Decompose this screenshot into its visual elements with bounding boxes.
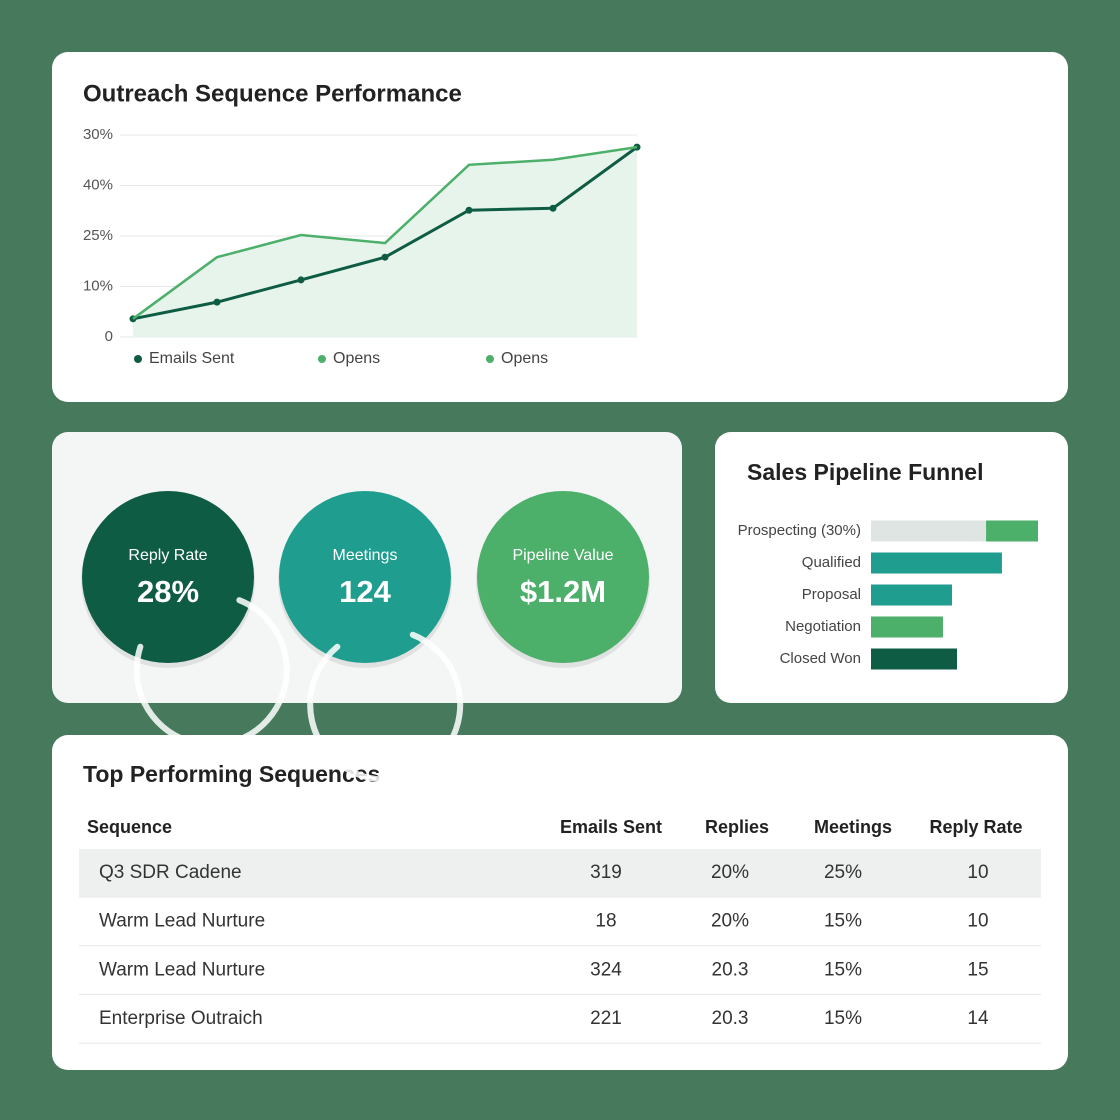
table-cell: 18: [595, 911, 616, 932]
point: [381, 253, 389, 261]
column-header: Replies: [705, 817, 769, 837]
chart-title: Outreach Sequence Performance: [83, 80, 462, 107]
bar: [871, 552, 1002, 574]
kpi-ring: [307, 631, 464, 783]
column-header: Meetings: [814, 817, 892, 837]
table-cell: 319: [590, 862, 622, 883]
table-cell: Q3 SDR Cadene: [99, 862, 242, 883]
table-cell: 14: [967, 1008, 989, 1029]
table-cell: Enterprise Outraich: [99, 1008, 263, 1029]
point: [549, 204, 557, 212]
line: [132, 145, 638, 320]
table-title: Top Performing Sequences: [83, 761, 380, 787]
legend-marker: [134, 355, 142, 363]
y-tick-label: 30%: [83, 126, 113, 143]
table-cell: 20%: [711, 911, 749, 932]
table-cell: 15%: [824, 911, 862, 932]
table-cell: 324: [590, 959, 622, 980]
kpi-value: 28%: [137, 574, 199, 609]
kpi-value: $1.2M: [520, 574, 606, 609]
bar: [986, 520, 1038, 542]
y-tick-label: 10%: [83, 277, 113, 294]
legend-label: Opens: [501, 350, 548, 367]
chart-title: Sales Pipeline Funnel: [747, 459, 983, 485]
point: [297, 276, 305, 284]
bar: [871, 520, 987, 542]
table-cell: 20%: [711, 862, 749, 883]
kpi-circle: [477, 491, 649, 663]
category-label: Prospecting (30%): [738, 522, 861, 539]
row-highlight: [79, 849, 1041, 897]
legend-marker: [318, 355, 326, 363]
table-cell: Warm Lead Nurture: [99, 911, 265, 932]
table-cell: 221: [590, 1008, 622, 1029]
bar: [871, 584, 952, 606]
table-cell: 10: [967, 911, 988, 932]
legend-label: Opens: [333, 350, 380, 367]
bar: [871, 616, 943, 638]
table-cell: Warm Lead Nurture: [99, 959, 265, 980]
column-header: Emails Sent: [560, 817, 662, 837]
column-header: Sequence: [87, 817, 172, 837]
point: [465, 206, 473, 214]
table-cell: 15%: [824, 959, 862, 980]
category-label: Closed Won: [780, 650, 861, 667]
category-label: Negotiation: [785, 618, 861, 635]
table-cell: 20.3: [712, 1008, 749, 1029]
category-label: Qualified: [802, 554, 861, 571]
table-cell: 15%: [824, 1008, 862, 1029]
y-tick-label: 0: [105, 328, 113, 345]
kpi-ring: [133, 597, 290, 748]
kpi-circle: [82, 491, 254, 663]
legend-marker: [486, 355, 494, 363]
table-cell: 25%: [824, 862, 862, 883]
kpi-label: Pipeline Value: [512, 547, 613, 564]
kpi-value: 124: [339, 574, 391, 609]
bar: [871, 648, 958, 670]
legend-label: Emails Sent: [149, 350, 235, 367]
category-label: Proposal: [802, 586, 861, 603]
kpi-label: Meetings: [333, 547, 398, 564]
table-cell: 15: [967, 959, 988, 980]
kpi-circle: [279, 491, 451, 663]
kpi-label: Reply Rate: [128, 547, 207, 564]
y-tick-label: 25%: [83, 227, 113, 244]
table-cell: 10: [967, 862, 988, 883]
y-tick-label: 40%: [83, 176, 113, 193]
point: [213, 298, 221, 306]
column-header: Reply Rate: [929, 817, 1022, 837]
table-cell: 20.3: [712, 959, 749, 980]
card: [52, 735, 1068, 1070]
